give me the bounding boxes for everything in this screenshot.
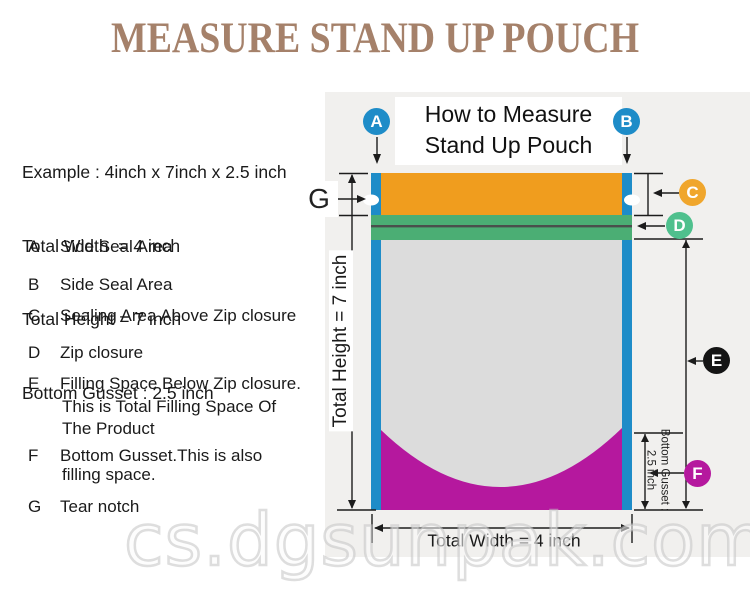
- legend-key-a: A: [28, 237, 40, 256]
- arrow-b: [623, 137, 631, 164]
- dimension-total-width: [371, 514, 633, 543]
- bottom-gusset-label-line1: Bottom Gusset :: [658, 428, 671, 512]
- arrow-c: [653, 189, 679, 197]
- zip-closure-line: [371, 225, 632, 228]
- arrow-e: [687, 357, 703, 365]
- side-seal-right: [622, 173, 632, 510]
- dimension-bottom-gusset: [634, 432, 683, 509]
- arrow-g: [338, 195, 366, 203]
- zip-band: [371, 215, 632, 240]
- legend-text-b: Side Seal Area: [60, 275, 173, 294]
- badge-e: E: [703, 347, 730, 374]
- legend-key-g: G: [28, 497, 42, 516]
- diagram-heading-line1: How to Measure: [424, 101, 593, 127]
- top-seal-area: [381, 173, 622, 215]
- legend-key-e: E: [28, 374, 40, 393]
- legend-key-c: C: [28, 306, 41, 325]
- arrow-d: [637, 222, 665, 230]
- arrow-a: [373, 137, 381, 164]
- example-total-width: Total Width = 4 inch: [22, 235, 181, 256]
- dimension-filling-space: [634, 238, 703, 511]
- tear-notch-right: [624, 194, 640, 206]
- legend-key-d: D: [28, 343, 41, 362]
- bottom-gusset-label-line2: 2.5 inch: [644, 449, 656, 491]
- legend-text-e-line3: The Product: [62, 419, 155, 438]
- legend-text-f-line2: filling space.: [62, 465, 156, 484]
- arrow-f: [649, 469, 684, 477]
- bottom-gusset-area: [381, 428, 622, 510]
- legend-text-e-line2: This is Total Filling Space Of: [62, 397, 277, 416]
- legend-key-b: B: [28, 275, 40, 294]
- badge-c: C: [679, 179, 706, 206]
- legend-text-d: Zip closure: [60, 343, 144, 362]
- bottom-gusset-label: Bottom Gusset : 2.5 inch: [643, 429, 672, 511]
- example-total-height: Total Height = 7 inch: [22, 309, 182, 329]
- diagram-heading: How to Measure Stand Up Pouch: [395, 97, 622, 165]
- example-line: Example : 4inch x 7inch x 2.5 inch: [22, 162, 287, 182]
- diagram-heading-line2: Stand Up Pouch: [424, 132, 593, 158]
- legend-text-e: Filling Space Below Zip closure.: [60, 374, 301, 393]
- side-seal-left: [371, 173, 381, 510]
- example-bottom-gusset: Bottom Gusset : 2.5 inch: [22, 382, 214, 403]
- badge-b: B: [613, 108, 640, 135]
- legend-text-c: Sealing Area Above Zip closure: [60, 306, 297, 325]
- legend-text-f: Bottom Gusset.This is also: [60, 446, 263, 465]
- dimension-top-seal: [634, 172, 663, 217]
- total-height-label: Total Height = 7 inch: [329, 250, 353, 432]
- badge-f: F: [684, 460, 711, 487]
- legend-text-g: Tear notch: [60, 497, 140, 516]
- legend-key-f: F: [28, 446, 39, 465]
- example-block: Example : 4inch x 7inch x 2.5 inch Total…: [22, 111, 287, 454]
- total-width-label: Total Width = 4 inch: [427, 530, 581, 551]
- legend-text-a: Side Seal Area: [60, 237, 173, 256]
- badge-g: G: [300, 181, 338, 217]
- badge-a: A: [363, 108, 390, 135]
- tear-notch-left: [363, 194, 379, 206]
- badge-d: D: [666, 212, 693, 239]
- page-title: MEASURE STAND UP POUCH: [110, 15, 640, 62]
